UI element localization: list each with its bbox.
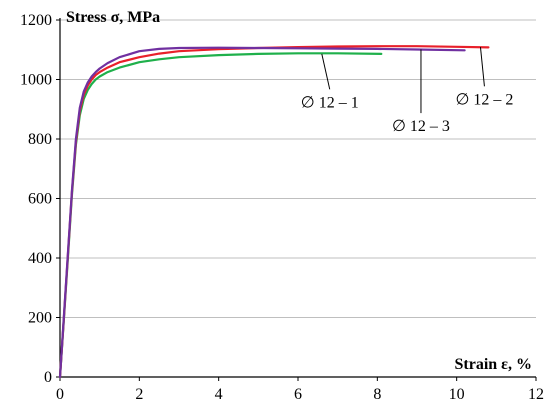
leader-line-3	[479, 47, 485, 87]
y-tick-label: 0	[44, 369, 52, 386]
series-label-2: ∅ 12 – 3	[392, 118, 450, 135]
series-line-2	[58, 45, 490, 379]
series-line-3	[58, 46, 466, 379]
axes: 0 200 400 600 800 1000 1200 0 2 4 6 8 10 12	[20, 12, 544, 403]
x-tick-label: 8	[373, 386, 381, 403]
x-tick-label: 10	[449, 386, 465, 403]
y-tick-label: 600	[28, 191, 52, 208]
gridlines	[60, 19, 536, 318]
series-label-1: ∅ 12 – 1	[301, 94, 359, 111]
series-lines	[58, 45, 490, 379]
leader-line-1	[321, 53, 331, 90]
y-tick-label: 800	[28, 131, 52, 148]
x-tick-label: 0	[56, 386, 64, 403]
annotations: ∅ 12 – 1 ∅ 12 – 3 ∅ 12 – 2	[301, 47, 513, 135]
y-tick-label: 1000	[20, 72, 52, 89]
y-tick-label: 1200	[20, 12, 52, 29]
x-tick-label: 6	[294, 386, 302, 403]
x-tick-label: 2	[135, 386, 143, 403]
y-tick-label: 200	[28, 310, 52, 327]
series-label-3: ∅ 12 – 2	[455, 91, 513, 108]
x-tick-label: 12	[528, 386, 544, 403]
y-tick-label: 400	[28, 250, 52, 267]
x-tick-label: 4	[215, 386, 223, 403]
y-axis-title: Stress σ, MPa	[66, 9, 160, 26]
x-axis-title: Strain ε, %	[454, 356, 532, 373]
